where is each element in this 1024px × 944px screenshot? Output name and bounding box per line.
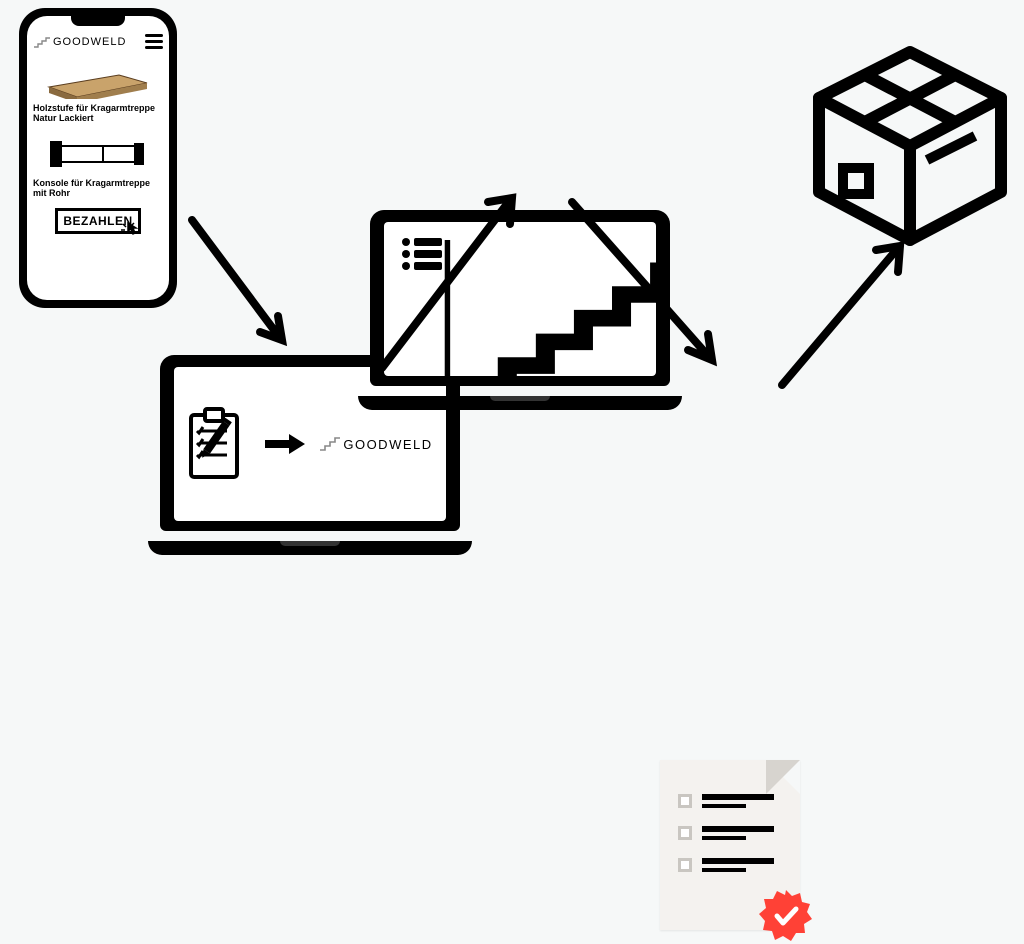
phone-header: GOODWELD xyxy=(33,34,163,49)
phone-device: GOODWELD Holzstufe für Kragarmtreppe Nat… xyxy=(19,8,177,308)
shipping-package xyxy=(805,40,1015,250)
product-2: Konsole für Kragarmtreppe mit Rohr xyxy=(33,132,163,199)
stairs-mini-icon xyxy=(33,36,51,48)
product-1-image xyxy=(33,57,163,101)
arrow-phone-to-laptop1 xyxy=(182,210,302,360)
doc-row xyxy=(678,826,782,840)
approved-seal-icon xyxy=(758,888,814,944)
arrow-right-thick-icon xyxy=(263,432,307,456)
laptop1-brand: GOODWELD xyxy=(319,437,432,452)
laptop1-brand-text: GOODWELD xyxy=(343,437,432,452)
clipboard-edit-icon xyxy=(187,407,251,481)
phone-screen: GOODWELD Holzstufe für Kragarmtreppe Nat… xyxy=(27,16,169,300)
arrow-laptop2-to-document xyxy=(560,190,730,380)
doc-checkbox xyxy=(678,794,692,808)
laptop2-base xyxy=(358,396,682,410)
product-1: Holzstufe für Kragarmtreppe Natur Lackie… xyxy=(33,57,163,124)
doc-row xyxy=(678,858,782,872)
laptop1-base xyxy=(148,541,472,555)
phone-notch xyxy=(71,16,125,26)
stairs-mini-icon xyxy=(319,437,341,451)
brand-logo: GOODWELD xyxy=(33,36,126,48)
product-2-image xyxy=(33,132,163,176)
package-box-icon xyxy=(805,40,1015,250)
arrow-document-to-package xyxy=(770,230,920,400)
hamburger-icon[interactable] xyxy=(145,34,163,49)
pay-button[interactable]: BEZAHLEN xyxy=(55,208,141,234)
product-1-label: Holzstufe für Kragarmtreppe Natur Lackie… xyxy=(33,103,163,124)
doc-checkbox xyxy=(678,826,692,840)
doc-row xyxy=(678,794,782,808)
click-cursor-icon xyxy=(120,221,142,243)
doc-fold-corner xyxy=(766,760,800,794)
approved-document xyxy=(660,760,800,930)
doc-checkbox xyxy=(678,858,692,872)
arrow-laptop1-to-laptop2 xyxy=(370,178,530,383)
brand-text: GOODWELD xyxy=(53,36,126,48)
product-2-label: Konsole für Kragarmtreppe mit Rohr xyxy=(33,178,163,199)
